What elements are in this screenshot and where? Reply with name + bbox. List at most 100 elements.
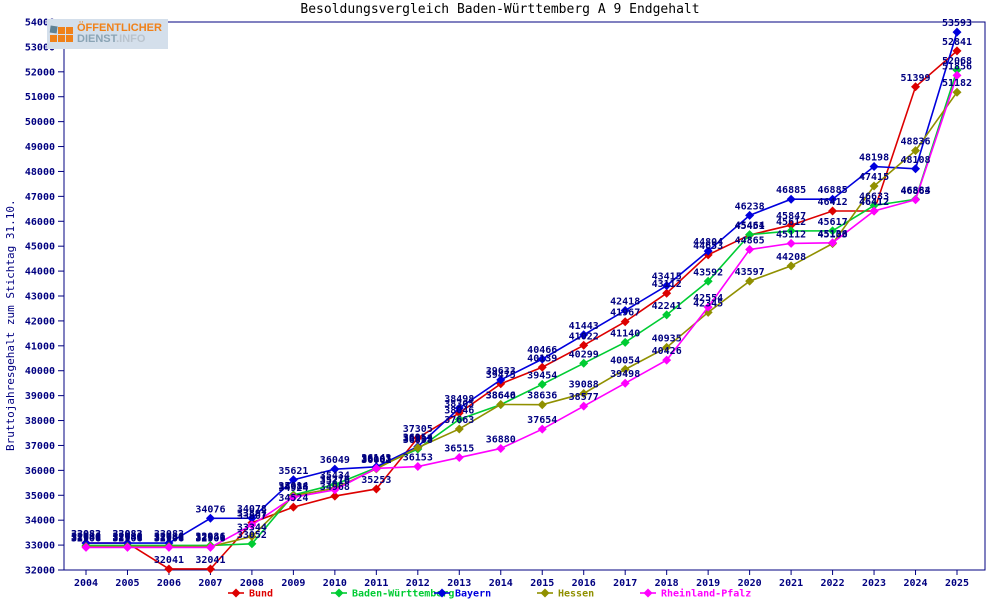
point-label: 32941: [195, 533, 225, 544]
y-tick-label: 39000: [25, 391, 55, 402]
point-label: 32041: [154, 555, 184, 566]
point-label: 43112: [652, 279, 682, 290]
point-label: 41967: [610, 308, 640, 319]
legend-marker-icon: [437, 588, 447, 598]
legend-item: Bund: [228, 588, 273, 600]
data-point: [247, 520, 257, 530]
y-tick-label: 37000: [25, 441, 55, 452]
point-label: 34078: [237, 504, 267, 515]
y-tick-label: 45000: [25, 242, 55, 253]
data-point: [869, 162, 879, 172]
legend-item: Baden-Württemberg: [331, 588, 454, 600]
x-tick-label: 2017: [613, 578, 637, 589]
data-point: [828, 206, 838, 216]
point-label: 40054: [610, 355, 640, 366]
data-point: [620, 364, 630, 374]
point-label: 41022: [569, 331, 599, 342]
data-point: [537, 362, 547, 372]
point-label: 45103: [818, 230, 848, 241]
data-point: [620, 378, 630, 388]
x-tick-label: 2011: [364, 578, 388, 589]
legend-label: Baden-Württemberg: [352, 589, 454, 600]
x-tick-label: 2013: [447, 578, 471, 589]
x-tick-label: 2016: [572, 578, 596, 589]
point-label: 46238: [735, 201, 765, 212]
x-tick-label: 2012: [406, 578, 430, 589]
point-label: 39088: [569, 379, 599, 390]
point-label: 36103: [361, 454, 391, 465]
point-label: 33344: [237, 523, 267, 534]
point-label: 36081: [361, 454, 391, 465]
legend-marker-icon: [334, 588, 344, 598]
series-line-bund: [86, 50, 958, 570]
y-tick-label: 49000: [25, 142, 55, 153]
point-label: 33083: [71, 529, 101, 540]
y-tick-label: 48000: [25, 167, 55, 178]
point-label: 32906: [71, 533, 101, 544]
data-point: [288, 492, 298, 502]
point-label: 48836: [900, 137, 930, 148]
data-point: [662, 310, 672, 320]
y-tick-label: 47000: [25, 192, 55, 203]
legend-item: Rheinland-Pfalz: [640, 588, 751, 600]
point-label: 36061: [361, 455, 391, 466]
point-label: 45612: [776, 217, 806, 228]
data-point: [247, 513, 257, 523]
point-label: 34924: [278, 483, 308, 494]
point-label: 35216: [320, 476, 350, 487]
point-label: 46412: [859, 197, 889, 208]
point-label: 46885: [776, 185, 806, 196]
data-point: [496, 399, 506, 409]
point-label: 42554: [693, 293, 723, 304]
point-label: 44804: [693, 237, 723, 248]
point-label: 40426: [652, 346, 682, 357]
point-label: 33083: [112, 529, 142, 540]
data-point: [952, 65, 962, 75]
point-label: 32906: [112, 533, 142, 544]
point-label: 33052: [237, 530, 267, 541]
x-tick-label: 2009: [281, 578, 305, 589]
data-point: [952, 27, 962, 37]
point-label: 32941: [71, 533, 101, 544]
data-point: [454, 424, 464, 434]
series-line-rheinland-pfalz: [86, 75, 958, 549]
legend-label: Bayern: [455, 589, 491, 600]
y-tick-label: 53000: [25, 42, 55, 53]
x-tick-label: 2019: [696, 578, 720, 589]
data-point: [911, 82, 921, 92]
data-point: [164, 542, 174, 552]
x-tick-label: 2015: [530, 578, 554, 589]
point-label: 37305: [403, 424, 433, 435]
x-tick-label: 2008: [240, 578, 264, 589]
point-label: 40935: [652, 333, 682, 344]
point-label: 44208: [776, 252, 806, 263]
y-tick-label: 33000: [25, 541, 55, 552]
point-label: 44865: [735, 236, 765, 247]
x-tick-label: 2006: [157, 578, 181, 589]
series-line-baden-w-rttemberg: [86, 69, 958, 547]
data-point: [662, 281, 672, 291]
x-tick-label: 2018: [655, 578, 679, 589]
data-point: [952, 46, 962, 56]
plot-border: [63, 21, 986, 571]
legend-item: Bayern: [434, 588, 491, 600]
data-point: [911, 146, 921, 156]
data-point: [413, 462, 423, 472]
point-label: 39498: [610, 369, 640, 380]
x-tick-label: 2010: [323, 578, 347, 589]
y-tick-label: 46000: [25, 217, 55, 228]
data-point: [330, 464, 340, 474]
logo-grid-icon: [49, 25, 73, 42]
data-point: [828, 238, 838, 248]
logo-line1: ÖFFENTLICHER: [77, 22, 162, 34]
data-point: [703, 276, 713, 286]
oeffentlicher-dienst-logo: ÖFFENTLICHER DIENST.INFO: [47, 19, 168, 49]
point-label: 36049: [320, 455, 350, 466]
x-tick-label: 2014: [489, 578, 513, 589]
point-label: 45617: [818, 217, 848, 228]
data-point: [911, 195, 921, 205]
point-label: 39454: [527, 370, 557, 381]
point-label: 42241: [652, 301, 682, 312]
point-label: 36143: [361, 453, 391, 464]
